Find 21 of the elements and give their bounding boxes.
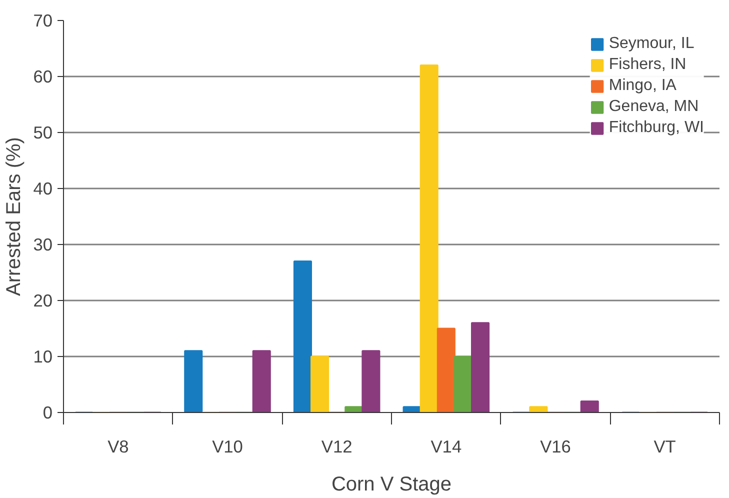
x-tick-label: V16 (540, 436, 571, 456)
y-tick-label: 60 (33, 66, 53, 86)
y-tick-label: 70 (33, 10, 53, 30)
x-tick-label: V8 (108, 436, 129, 456)
y-tick-label: 50 (33, 122, 53, 142)
y-tick-label: 20 (33, 290, 53, 310)
y-tick-label: 40 (33, 178, 53, 198)
y-tick-label: 10 (33, 346, 53, 366)
x-tick-label: VT (654, 436, 676, 456)
y-tick-label: 30 (33, 234, 53, 254)
x-tick-label: V12 (321, 436, 352, 456)
x-tick-label: V10 (212, 436, 243, 456)
x-tick-label: V14 (430, 436, 462, 456)
x-axis-title: Corn V Stage (331, 474, 452, 496)
y-tick-label: 0 (42, 402, 53, 422)
legend-label: Fitchburg, WI (608, 119, 704, 137)
legend-label: Mingo, IA (608, 77, 676, 95)
legend-label: Fishers, IN (608, 56, 686, 74)
legend-label: Geneva, MN (608, 98, 699, 116)
y-axis-title: Arrested Ears (%) (3, 137, 26, 296)
legend-label: Seymour, IL (608, 35, 694, 53)
